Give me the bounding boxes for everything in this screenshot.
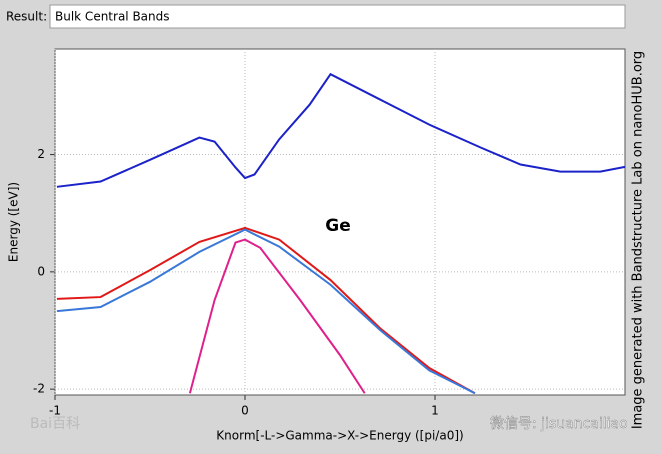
y-tick-label: 2 [37, 147, 45, 161]
x-tick-label: 0 [241, 404, 249, 418]
band-line [56, 72, 626, 188]
band-line [56, 228, 476, 395]
plot-area [54, 48, 626, 396]
x-axis-label: Knorm[-L->Gamma->X->Energy ([pi/a0]) [216, 429, 463, 443]
watermark: Image generated with Bandstructure Lab o… [631, 51, 646, 429]
baidu-watermark: Bai百科 [30, 416, 80, 432]
annotation: Ge [325, 216, 350, 236]
y-tick-label: 0 [37, 264, 45, 278]
band-line [56, 226, 476, 395]
band-line [188, 238, 366, 394]
result-label: Result: [6, 10, 47, 24]
x-tick-label: -1 [49, 404, 61, 418]
wechat-watermark: 微信号: jisuancailiao [490, 416, 628, 432]
result-field[interactable] [49, 4, 626, 29]
y-axis-label: Energy ([eV]) [7, 182, 21, 262]
x-tick-label: 1 [431, 404, 439, 418]
y-tick-label: -2 [33, 382, 45, 396]
result-value: Bulk Central Bands [55, 10, 170, 24]
